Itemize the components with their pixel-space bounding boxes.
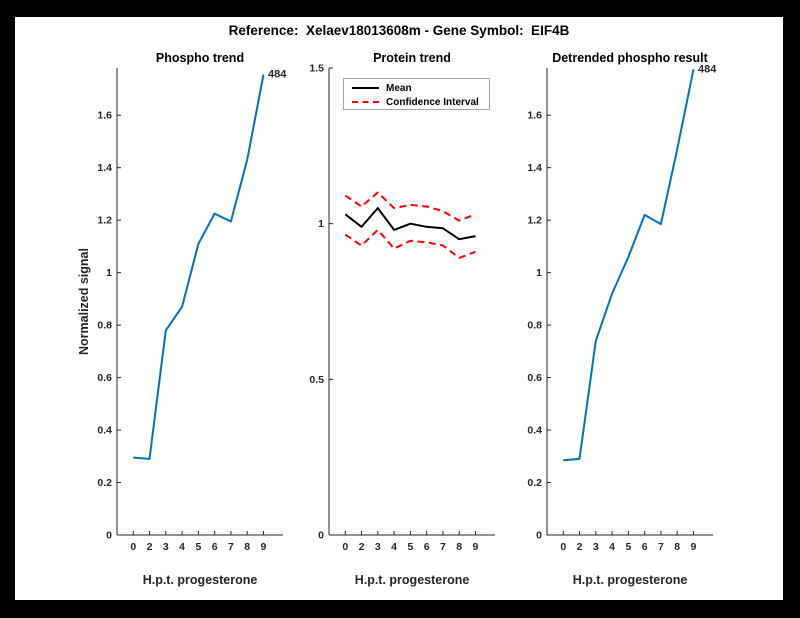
y-tick-label: 1 <box>318 218 324 230</box>
x-tick-label: 7 <box>440 541 446 553</box>
confidence-interval-line-sample-icon <box>352 101 379 103</box>
x-tick-label: 4 <box>391 541 397 553</box>
y-tick-label: 0.6 <box>97 372 112 384</box>
y-tick-label: 0.6 <box>527 372 542 384</box>
plot1-series-phospho-signal <box>133 74 265 460</box>
y-tick-label: 1.2 <box>97 215 112 227</box>
legend-label-confidence-interval: Confidence Interval <box>386 96 479 108</box>
x-tick-label: 4 <box>609 541 615 553</box>
legend-box: Mean Confidence Interval <box>343 78 490 110</box>
y-tick-label: 1.4 <box>527 162 542 174</box>
x-tick-label: 7 <box>658 541 664 553</box>
y-tick-label: 0.4 <box>97 425 112 437</box>
x-tick-label: 8 <box>456 541 462 553</box>
legend-label-mean: Mean <box>386 82 412 94</box>
x-tick-label: 3 <box>593 541 599 553</box>
x-tick-label: 5 <box>625 541 631 553</box>
y-tick-label: 0.8 <box>97 320 112 332</box>
y-tick-label: 1.6 <box>97 110 112 122</box>
y-tick-label: 0.8 <box>527 320 542 332</box>
x-tick-label: 0 <box>130 541 136 553</box>
figure-canvas: Reference: Xelaev18013608m - Gene Symbol… <box>15 17 783 600</box>
x-tick-label: 8 <box>674 541 680 553</box>
x-tick-label: 3 <box>163 541 169 553</box>
legend-entry-mean: Mean <box>352 81 489 95</box>
x-tick-label: 3 <box>375 541 381 553</box>
x-tick-label: 5 <box>407 541 413 553</box>
y-tick-label: 0.4 <box>527 425 542 437</box>
y-tick-label: 1 <box>536 267 542 279</box>
plot2-series-confidence-interval-lower <box>344 228 476 259</box>
x-tick-label: 2 <box>147 541 153 553</box>
plot1-point-annotation: 484 <box>268 69 287 81</box>
plot3-point-annotation: 484 <box>698 63 717 75</box>
x-tick-label: 6 <box>424 541 430 553</box>
x-tick-label: 2 <box>577 541 583 553</box>
y-tick-label: 0 <box>106 530 112 542</box>
x-tick-label: 6 <box>212 541 218 553</box>
y-tick-label: 1.2 <box>527 215 542 227</box>
x-tick-label: 9 <box>261 541 267 553</box>
x-tick-label: 2 <box>359 541 365 553</box>
figure-title: Reference: Xelaev18013608m - Gene Symbol… <box>228 23 570 38</box>
plot2-title: Protein trend <box>373 51 451 65</box>
x-tick-label: 5 <box>195 541 201 553</box>
x-tick-label: 0 <box>560 541 566 553</box>
plot3-title: Detrended phospho result <box>552 51 708 65</box>
y-tick-label: 0 <box>536 530 542 542</box>
plot3-series-detrended-phospho-signal <box>563 69 695 462</box>
plot1-title: Phospho trend <box>155 51 245 65</box>
plot2-x-axis-label: H.p.t. progesterone <box>354 573 470 587</box>
x-tick-label: 7 <box>228 541 234 553</box>
y-tick-label: 1.4 <box>97 162 112 174</box>
x-tick-label: 9 <box>691 541 697 553</box>
y-tick-label: 0 <box>318 530 324 542</box>
x-tick-label: 6 <box>642 541 648 553</box>
x-tick-label: 9 <box>473 541 479 553</box>
y-tick-label: 0.5 <box>309 374 324 386</box>
plot3-x-axis-label: H.p.t. progesterone <box>572 573 688 587</box>
x-tick-label: 0 <box>342 541 348 553</box>
plot1-x-axis-label: H.p.t. progesterone <box>142 573 258 587</box>
legend-entry-confidence-interval: Confidence Interval <box>352 95 489 109</box>
y-tick-label: 1.6 <box>527 110 542 122</box>
y-tick-label: 0.2 <box>97 477 112 489</box>
mean-line-sample-icon <box>352 87 379 89</box>
y-tick-label: 1.5 <box>309 63 324 75</box>
plots-canvas: 00.20.40.60.811.21.41.60 2 3 4 5 6 7 8 948400.51… <box>97 63 717 554</box>
x-tick-label: 4 <box>179 541 185 553</box>
y-tick-label: 0.2 <box>527 477 542 489</box>
plot2-series-confidence-interval-upper <box>344 191 476 222</box>
plot2-series-mean <box>344 207 476 241</box>
y-tick-label: 1 <box>106 267 112 279</box>
x-tick-label: 8 <box>244 541 250 553</box>
